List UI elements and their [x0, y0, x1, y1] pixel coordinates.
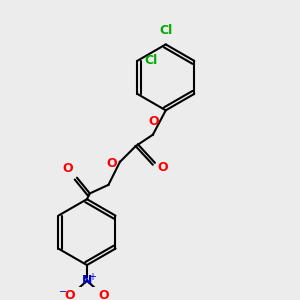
- Text: Cl: Cl: [144, 54, 158, 68]
- Text: N: N: [82, 274, 92, 287]
- Text: O: O: [157, 161, 168, 174]
- Text: +: +: [88, 272, 96, 282]
- Text: O: O: [149, 115, 160, 128]
- Text: O: O: [63, 162, 74, 175]
- Text: O: O: [106, 157, 117, 170]
- Text: −: −: [58, 287, 67, 297]
- Text: O: O: [99, 289, 110, 300]
- Text: Cl: Cl: [159, 24, 172, 37]
- Text: O: O: [64, 289, 75, 300]
